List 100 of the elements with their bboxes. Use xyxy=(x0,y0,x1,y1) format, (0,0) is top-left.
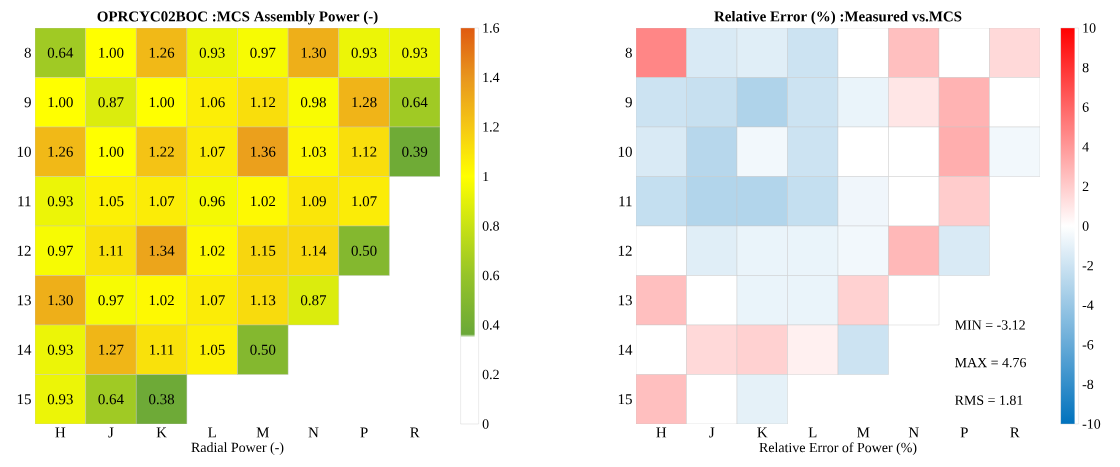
color-bar-label: 1.6 xyxy=(483,23,500,33)
data-label: 0.93 xyxy=(47,394,73,405)
color-bar-label: 6 xyxy=(1082,102,1089,112)
color-bar-label: -6 xyxy=(1082,340,1094,350)
y-tick-label: 8 xyxy=(24,47,31,58)
data-label: 0.50 xyxy=(351,245,377,256)
y-tick-label: 9 xyxy=(625,97,632,108)
x-tick-label: N xyxy=(908,427,919,438)
color-bar-label: -8 xyxy=(1082,379,1094,390)
data-label: 0.87 xyxy=(98,97,124,108)
data-label: 0.38 xyxy=(149,394,175,405)
y-tick-label: 15 xyxy=(17,394,31,405)
data-label: 1.00 xyxy=(99,146,124,157)
data-label: 0.93 xyxy=(47,344,73,355)
y-tick-label: 10 xyxy=(17,146,31,157)
data-label: 0.93 xyxy=(351,47,377,58)
data-label: 0.87 xyxy=(300,295,327,306)
annotation: RMS = 1.81 xyxy=(955,395,1023,405)
color-bar-label: 1.2 xyxy=(483,122,499,132)
y-tick-label: 8 xyxy=(625,47,632,58)
y-tick-label: 11 xyxy=(18,196,31,207)
y-tick-label: 12 xyxy=(618,245,632,256)
x-tick-label: H xyxy=(656,427,667,438)
color-bar-label: 2 xyxy=(1082,181,1089,192)
data-label: 1.12 xyxy=(251,97,276,108)
x-axis-title: Relative Error of Power (%) xyxy=(759,442,917,456)
data-label: 1.27 xyxy=(99,344,124,355)
data-label: 1.02 xyxy=(149,295,174,306)
data-label: 1.36 xyxy=(251,146,276,157)
x-tick-label: H xyxy=(55,427,66,438)
data-label: 0.64 xyxy=(98,394,124,405)
chart-title: OPRCYC02BOC :MCS Assembly Power (-) xyxy=(97,10,378,25)
color-bar-label: 1.4 xyxy=(483,72,500,83)
x-tick-label: N xyxy=(308,427,319,438)
color-bar-label: -2 xyxy=(1082,260,1093,271)
y-tick-label: 9 xyxy=(24,97,31,108)
color-bar-label: -4 xyxy=(1082,300,1094,310)
color-bar-label: 0 xyxy=(1082,221,1089,231)
data-label: 1.07 xyxy=(200,146,225,157)
x-tick-label: L xyxy=(808,427,817,438)
data-label: 1.12 xyxy=(352,146,377,157)
x-tick-label: M xyxy=(857,427,870,438)
x-tick-label: K xyxy=(757,427,768,438)
data-label: 0.39 xyxy=(402,146,428,157)
data-label: 1.26 xyxy=(48,146,73,157)
data-label: 1.30 xyxy=(48,295,73,306)
x-tick-label: R xyxy=(1010,427,1020,438)
x-tick-label: P xyxy=(360,427,368,438)
data-label: 1.03 xyxy=(301,146,326,157)
chart-title: Relative Error (%) :Measured vs.MCS xyxy=(714,10,962,25)
data-label: 0.93 xyxy=(402,47,428,58)
data-label: 1.07 xyxy=(200,295,225,306)
color-bar-label: 0.2 xyxy=(482,369,499,380)
data-label: 1.05 xyxy=(99,196,124,207)
color-bar-label: 10 xyxy=(1083,23,1096,33)
x-tick-label: L xyxy=(208,427,216,438)
data-label: 1.06 xyxy=(200,97,225,108)
color-bar-label: 0.4 xyxy=(482,320,500,330)
y-tick-label: 13 xyxy=(17,295,31,306)
data-label: 1.00 xyxy=(48,97,73,108)
color-bar-label: 0 xyxy=(482,419,489,429)
data-label: 1.00 xyxy=(149,97,175,108)
data-label: 1.09 xyxy=(301,196,326,207)
data-label: 1.34 xyxy=(149,245,175,256)
data-label: 0.93 xyxy=(199,47,225,58)
data-label: 0.50 xyxy=(250,344,276,355)
data-label: 1.00 xyxy=(99,47,124,58)
data-label: 1.22 xyxy=(149,146,174,157)
data-label: 1.07 xyxy=(352,196,377,207)
x-tick-label: J xyxy=(709,427,715,438)
data-label: 0.96 xyxy=(199,196,225,207)
data-label: 0.93 xyxy=(47,196,73,207)
color-bar-label: 0.6 xyxy=(482,270,500,281)
color-bar-label: 8 xyxy=(1082,62,1089,73)
x-tick-label: R xyxy=(410,427,420,438)
data-label: 1.28 xyxy=(352,97,377,108)
y-tick-label: 14 xyxy=(618,344,633,355)
color-bar-label: -10 xyxy=(1082,419,1101,429)
y-tick-label: 12 xyxy=(17,245,31,256)
color-bar-label: 1 xyxy=(483,171,489,182)
y-tick-label: 13 xyxy=(618,295,632,306)
annotation: MAX = 4.76 xyxy=(955,357,1027,368)
data-label: 1.11 xyxy=(99,245,123,256)
y-tick-label: 11 xyxy=(619,196,632,207)
x-axis-title: Radial Power (-) xyxy=(191,442,284,455)
x-tick-label: M xyxy=(256,427,270,438)
color-bar-label: 4 xyxy=(1082,142,1089,152)
data-label: 1.05 xyxy=(200,344,225,355)
x-tick-label: P xyxy=(960,427,968,438)
data-label: 0.64 xyxy=(402,97,428,108)
y-tick-label: 10 xyxy=(618,146,632,157)
y-tick-label: 15 xyxy=(618,394,632,405)
data-label: 1.15 xyxy=(251,245,276,256)
data-label: 0.98 xyxy=(300,97,326,108)
color-bar-label: 0.8 xyxy=(482,221,500,231)
data-label: 0.97 xyxy=(250,47,276,58)
data-label: 1.30 xyxy=(301,47,326,58)
data-label: 0.64 xyxy=(47,47,74,58)
annotation: MIN = -3.12 xyxy=(955,320,1025,330)
data-label: 1.02 xyxy=(200,245,225,256)
